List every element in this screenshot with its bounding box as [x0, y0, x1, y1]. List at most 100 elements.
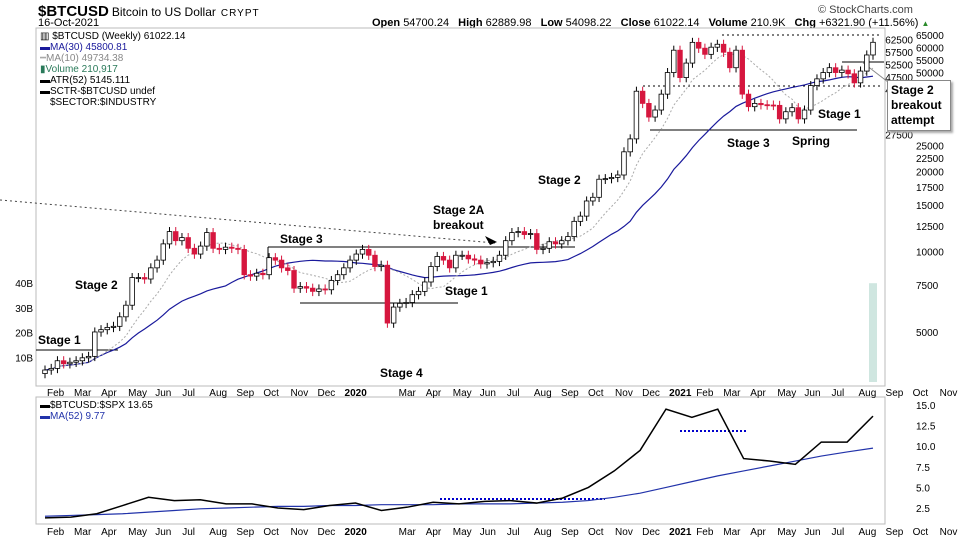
candle [702, 47, 708, 55]
low-value: 54098.22 [565, 17, 612, 29]
legend-atr: ▬ATR(52) 5145.111 [40, 75, 131, 86]
candle [54, 360, 61, 369]
candle [577, 215, 584, 222]
candle [820, 72, 826, 80]
candle [484, 262, 490, 265]
legend-ma52-text: MA(52) 9.77 [50, 411, 106, 422]
price-tick-label: 15000 [916, 201, 944, 212]
x-axis-label: Mar [399, 388, 417, 399]
candle [471, 258, 478, 261]
volume-label: Volume [708, 17, 748, 29]
x-axis-label: Apr [101, 388, 117, 399]
x-axis-label: May [777, 527, 796, 538]
candle [129, 277, 135, 306]
candle [266, 257, 272, 276]
candle [179, 237, 185, 242]
candle [229, 246, 235, 249]
candle [204, 232, 210, 247]
x-axis-label: Sep [236, 527, 254, 538]
candle [870, 41, 876, 56]
symbol-name: Bitcoin to US Dollar [111, 5, 216, 19]
legend-ma30-text: MA(30) 45800.81 [50, 42, 128, 53]
candle [272, 257, 279, 261]
annotation-stage4: Stage 4 [380, 366, 423, 380]
candle [60, 360, 67, 365]
price-tick-label: 52500 [885, 61, 913, 72]
price-tick-label: 55000 [916, 56, 944, 67]
volume-tick-label: 20B [15, 329, 33, 340]
x-axis-label: May [128, 527, 147, 538]
annotation-stage3: Stage 3 [727, 136, 770, 150]
candle [422, 281, 428, 292]
x-axis-label: Sep [561, 388, 579, 399]
candle [123, 304, 129, 318]
x-axis-label: Sep [886, 527, 904, 538]
x-axis-label: 2021 [669, 388, 692, 399]
candle [646, 103, 652, 118]
candle [210, 232, 216, 249]
candle [540, 247, 546, 250]
x-axis-label: Jul [831, 527, 844, 538]
annotation-stage2: Stage 2 [75, 278, 118, 292]
candle [428, 266, 434, 283]
candle [48, 368, 54, 371]
candle [839, 69, 845, 73]
x-axis-label: Aug [534, 527, 552, 538]
close-label: Close [620, 17, 651, 29]
chg-label: Chg [794, 17, 816, 29]
x-axis-label: Apr [426, 527, 442, 538]
candle [309, 287, 316, 292]
x-axis-label: Nov [940, 388, 958, 399]
candle [801, 109, 808, 120]
candle [372, 254, 378, 267]
price-tick-label: 65000 [916, 31, 944, 42]
price-tick-label: 20000 [916, 167, 944, 178]
candle [758, 103, 764, 106]
candle [291, 270, 297, 289]
x-axis-label: Dec [642, 388, 660, 399]
price-tick-label: 27500 [885, 131, 913, 142]
candle [85, 355, 92, 359]
x-axis-label: Jul [831, 388, 844, 399]
x-axis-label: Jul [507, 388, 520, 399]
candle [235, 247, 241, 250]
x-axis-label: May [777, 388, 796, 399]
downtrend-line [0, 199, 496, 244]
x-axis-label: Sep [886, 388, 904, 399]
candle [359, 249, 366, 255]
candle [434, 256, 440, 267]
candle [583, 200, 590, 217]
legend-ma30: ▬MA(30) 45800.81 [40, 42, 128, 53]
candle [695, 41, 702, 49]
annotation-stage1: Stage 1 [445, 284, 488, 298]
x-axis-label: Oct [263, 388, 279, 399]
candle [795, 107, 801, 120]
x-axis-label: Jun [804, 527, 820, 538]
candle-icon: ▥ [40, 31, 53, 42]
price-tick-label: 22500 [916, 154, 944, 165]
x-axis-label: Feb [696, 527, 714, 538]
x-axis-label: Aug [209, 527, 227, 538]
candle [328, 280, 335, 291]
x-axis-label: Apr [750, 527, 766, 538]
candle [334, 274, 341, 281]
ratio-legend: ▬$BTCUSD:$SPX 13.65 ▬MA(52) 9.77 [40, 400, 153, 422]
breakout-callout: Stage 2 breakout attempt [887, 80, 951, 131]
volume-value: 210.9K [750, 17, 786, 29]
x-axis-label: Apr [750, 388, 766, 399]
x-axis-label: Jun [155, 388, 171, 399]
candle [864, 54, 870, 72]
annotation-stage2: Stage 2 [538, 173, 581, 187]
candle [776, 104, 783, 120]
candle [459, 254, 465, 257]
candle [490, 260, 496, 264]
candle [160, 243, 166, 261]
high-label: High [458, 17, 483, 29]
volume-bar [869, 283, 877, 382]
legend-ma52: ▬MA(52) 9.77 [40, 411, 106, 422]
candle [141, 277, 148, 280]
volume-tick-label: 30B [15, 304, 33, 315]
candle [260, 272, 266, 276]
legend-ma10-text: MA(10) 49734.38 [46, 53, 124, 64]
